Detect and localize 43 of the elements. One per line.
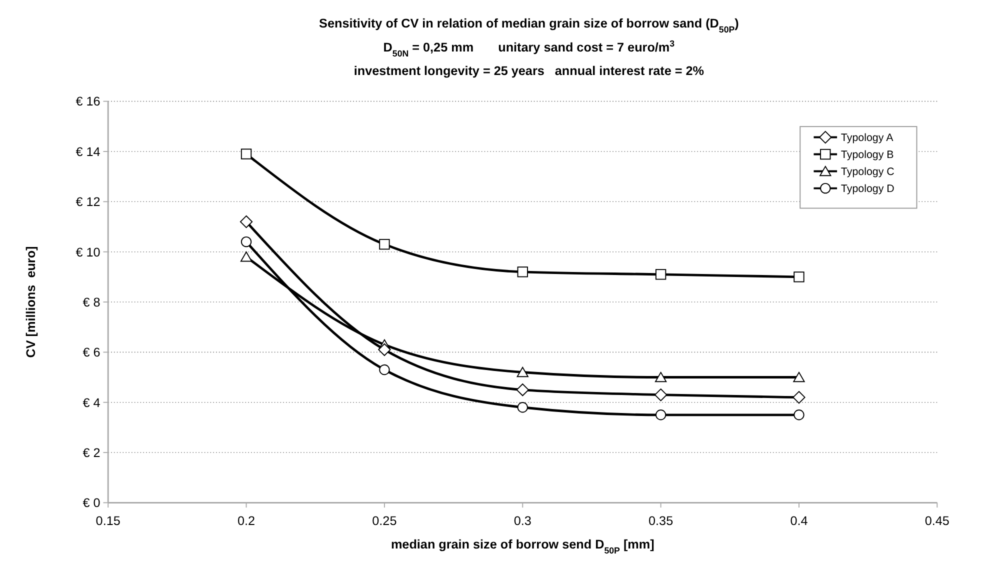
point	[240, 148, 252, 160]
x-axis-title: median grain size of borrow send D$_{50P}$ [mm]	[390, 537, 654, 556]
point	[793, 372, 805, 382]
point	[379, 238, 390, 250]
x-tick-label: 0.15	[96, 514, 120, 528]
point	[655, 269, 666, 280]
x-tick-label: 0.45	[924, 514, 950, 528]
y-tick-label: € 8	[82, 295, 100, 310]
point	[517, 402, 528, 413]
x-tick-label: 0.25	[372, 514, 397, 528]
point	[379, 364, 390, 376]
point	[240, 215, 253, 228]
y-tick-label: € 2	[82, 446, 100, 460]
x-tick-label: 0.4	[790, 514, 808, 528]
y-tick-label: € 14	[76, 144, 100, 159]
y-tick-label: € 16	[76, 94, 100, 109]
point	[794, 272, 804, 282]
legend-label: Typology D	[840, 183, 895, 196]
point	[792, 391, 806, 404]
point	[516, 366, 528, 378]
x-tick-label: 0.2	[237, 514, 256, 528]
text: D$_{50N}$ = 0,25 mm unitary sand cost = 7 euro/m$^{3}$ investment longevity = 25 years annual interest rate = 2%	[354, 38, 704, 78]
point	[794, 410, 804, 420]
point	[378, 343, 391, 356]
point	[654, 372, 667, 382]
y-tick-label: € 12	[76, 195, 100, 210]
legend-label: Typology A	[840, 132, 894, 144]
point	[240, 236, 252, 248]
y-tick-label: € 6	[82, 346, 100, 360]
y-tick-label: € 4	[82, 396, 100, 410]
chart-title: Sensitivity of CV in relation of median grain size of borrow sand (D$_{50P}$)	[319, 16, 739, 34]
legend-label: Typology C	[840, 166, 895, 178]
point	[654, 388, 668, 402]
point	[240, 252, 252, 262]
point	[516, 384, 529, 396]
y-axis-title: CV [millions euro]	[24, 246, 38, 358]
point	[655, 410, 666, 420]
y-tick-label: € 10	[76, 245, 100, 260]
legend-label: Typology B	[840, 149, 894, 162]
x-tick-label: 0.35	[648, 514, 674, 528]
x-tick-label: 0.3	[514, 514, 532, 528]
point	[517, 266, 528, 278]
y-tick-label: € 0	[82, 496, 100, 510]
